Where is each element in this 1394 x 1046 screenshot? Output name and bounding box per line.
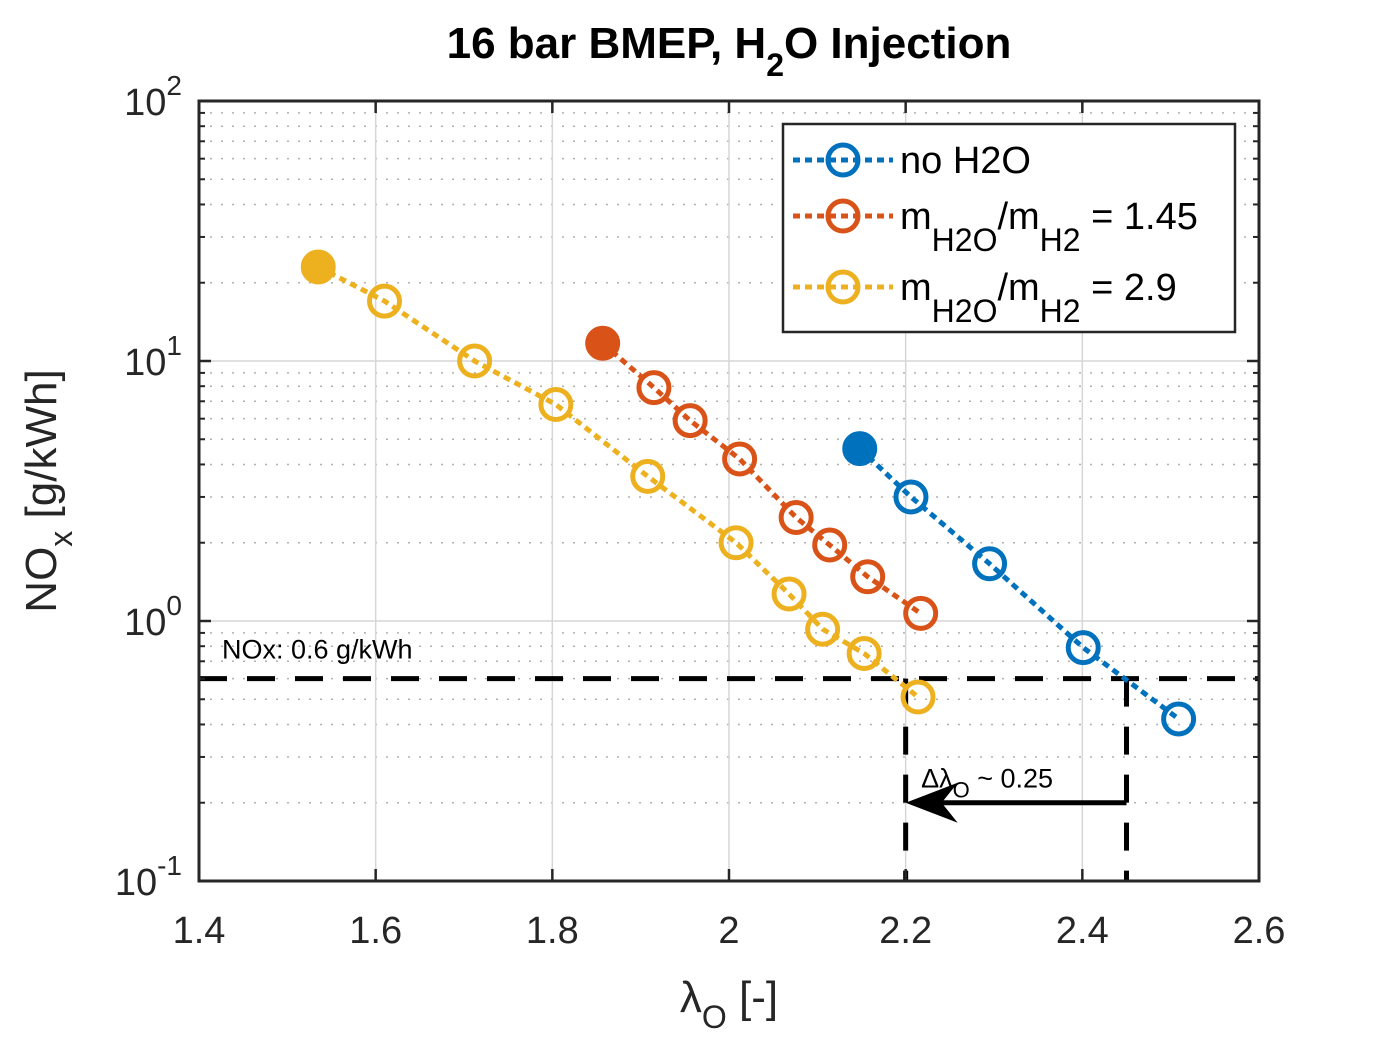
data-point — [457, 343, 493, 379]
data-point — [850, 559, 886, 595]
data-point — [893, 479, 929, 515]
data-point — [722, 441, 758, 477]
legend-label: mH2O/mH2 = 2.9 — [900, 267, 1177, 329]
legend-marker — [825, 269, 861, 305]
legend-label: mH2O/mH2 = 1.45 — [900, 196, 1198, 258]
annotations: NOx: 0.6 g/kWh ΔλO ~ 0.25 — [199, 635, 1259, 881]
data-point — [1065, 630, 1101, 666]
legend-item-3: mH2O/mH2 = 2.9 — [793, 267, 1177, 329]
legend-item-2: mH2O/mH2 = 1.45 — [793, 196, 1198, 258]
data-point — [636, 370, 672, 406]
data-point — [771, 576, 807, 612]
y-tick-label: 10-1 — [115, 850, 182, 904]
series-1 — [842, 431, 1197, 737]
x-axis-label: λO [-] — [680, 973, 778, 1035]
chart-title-subscript: 2 — [766, 47, 784, 83]
data-point — [672, 403, 708, 439]
legend-marker — [825, 142, 861, 178]
series-line — [858, 446, 1181, 721]
series-3 — [300, 249, 936, 715]
data-point-filled — [300, 249, 336, 285]
data-point — [718, 525, 754, 561]
data-point — [900, 679, 936, 715]
legend-marker — [825, 198, 861, 234]
legend: no H2O mH2O/mH2 = 1.45 mH2O/mH2 = 2.9 — [781, 122, 1237, 334]
x-tick-label: 2.4 — [1056, 910, 1109, 952]
delta-lambda-label: ΔλO ~ 0.25 — [921, 764, 1053, 803]
x-tick-label: 1.8 — [526, 910, 579, 952]
chart-title: 16 bar BMEP, H2O Injection — [447, 19, 1012, 83]
x-tick-label: 1.6 — [349, 910, 402, 952]
y-tick-labels: 10-1 100 101 102 — [115, 70, 182, 904]
x-tick-label: 2.2 — [879, 910, 932, 952]
y-tick-label: 100 — [124, 590, 182, 644]
y-tick-label: 102 — [124, 70, 182, 124]
data-point — [1161, 701, 1197, 737]
data-point-filled — [842, 431, 878, 467]
data-point — [778, 500, 814, 536]
data-point — [538, 387, 574, 423]
y-tick-label: 101 — [124, 330, 182, 384]
x-tick-labels: 1.4 1.6 1.8 2 2.2 2.4 2.6 — [173, 910, 1286, 952]
data-point — [630, 458, 666, 494]
data-point — [805, 611, 841, 647]
data-point — [846, 635, 882, 671]
data-point — [367, 283, 402, 319]
legend-item-1: no H2O — [793, 140, 1031, 182]
x-tick-label: 2 — [718, 910, 739, 952]
series-layer — [300, 249, 1197, 737]
y-axis-label: NOx [g/kWh] — [17, 369, 79, 612]
nox-limit-label: NOx: 0.6 g/kWh — [222, 635, 413, 665]
ticks — [197, 99, 1261, 883]
x-tick-label: 1.4 — [173, 910, 226, 952]
data-point — [903, 595, 939, 631]
legend-label: no H2O — [900, 140, 1031, 182]
delta-arrow-head — [905, 782, 958, 823]
series-line — [317, 264, 920, 699]
series-2 — [585, 325, 939, 631]
data-point-filled — [585, 325, 621, 361]
x-tick-label: 2.6 — [1233, 910, 1286, 952]
series-line — [601, 341, 923, 616]
data-point — [812, 527, 848, 563]
data-point — [972, 546, 1008, 582]
